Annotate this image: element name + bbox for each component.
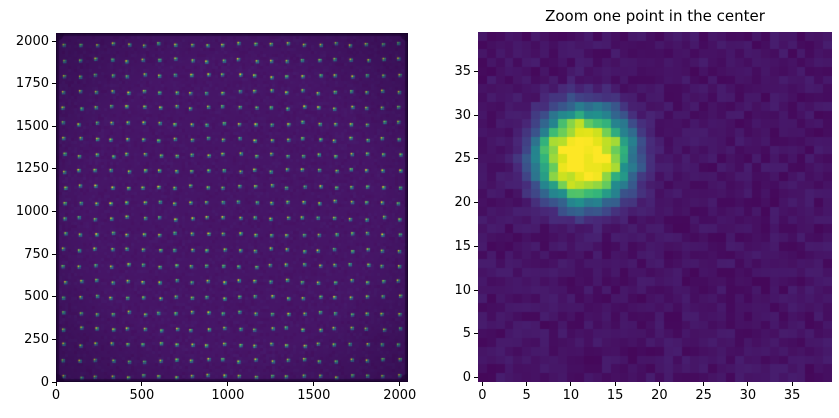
left-plot-x-tick-mark [313,382,315,386]
right-plot-x-tick-label: 10 [562,388,580,403]
right-plot-x-tick-mark [703,382,705,386]
right-plot-x-tick-mark [791,382,793,386]
right-plot-y-tick-mark [474,114,478,116]
right-plot-y-tick-label: 0 [462,370,471,386]
left-plot-y-tick-mark [52,211,56,213]
right-plot-x-tick-label: 20 [651,388,668,403]
left-plot-y-tick-label: 250 [24,331,49,347]
right-plot-y-tick-mark [474,333,478,335]
right-plot-x-tick-mark [658,382,660,386]
left-plot-y-tick-label: 0 [40,374,49,390]
left-plot-y-tick-label: 1250 [15,161,49,177]
left-plot-y-tick-label: 750 [24,246,49,262]
zoom-image-axes [478,32,832,382]
left-plot-y-tick-label: 1500 [15,118,49,134]
right-plot-y-tick-label: 35 [454,63,471,79]
right-plot-y-tick-label: 20 [454,195,471,211]
right-plot-x-tick-mark [526,382,528,386]
left-plot-x-tick-label: 1500 [297,388,331,403]
right-plot-y-tick-label: 30 [454,107,471,123]
left-plot-x-tick-mark [55,382,57,386]
left-plot-y-tick-mark [52,168,56,170]
left-plot-y-tick-mark [52,83,56,85]
left-plot-x-tick-label: 500 [129,388,155,403]
left-plot-y-tick-label: 1750 [15,76,49,92]
left-plot-x-tick-mark [399,382,401,386]
full-image-heatmap [56,33,408,382]
zoom-plot-title: Zoom one point in the center [545,7,765,25]
left-plot-y-tick-label: 500 [24,289,49,305]
left-plot-y-tick-mark [52,125,56,127]
left-plot-x-tick-label: 1000 [211,388,245,403]
left-plot-x-tick-label: 0 [51,388,61,403]
left-plot-y-tick-mark [52,40,56,42]
right-plot-x-tick-label: 0 [478,388,487,403]
left-plot-x-tick-mark [227,382,229,386]
right-plot-y-tick-label: 25 [454,151,471,167]
right-plot-x-tick-label: 30 [739,388,757,403]
right-plot-y-tick-mark [474,158,478,160]
right-plot-y-tick-label: 5 [462,326,471,342]
right-plot-x-tick-mark [481,382,483,386]
right-plot-y-tick-label: 10 [454,282,471,298]
left-plot-y-tick-mark [52,296,56,298]
full-image-axes [56,33,408,382]
right-plot-x-tick-label: 15 [606,388,624,403]
right-plot-y-tick-mark [474,289,478,291]
left-plot-y-tick-mark [52,338,56,340]
right-plot-y-tick-mark [474,70,478,72]
right-plot-x-tick-mark [570,382,572,386]
left-plot-y-tick-label: 2000 [15,33,49,49]
right-plot-y-tick-label: 15 [454,238,471,254]
right-plot-y-tick-mark [474,245,478,247]
right-plot-x-tick-label: 35 [783,388,801,403]
right-plot-y-tick-mark [474,202,478,204]
right-plot-y-tick-mark [474,377,478,379]
right-plot-x-tick-label: 5 [522,388,531,403]
right-plot-x-tick-mark [614,382,616,386]
left-plot-y-tick-mark [52,253,56,255]
right-plot-x-tick-mark [747,382,749,386]
left-plot-x-tick-label: 2000 [383,388,417,403]
left-plot-y-tick-mark [52,381,56,383]
left-plot-x-tick-mark [141,382,143,386]
right-plot-x-tick-label: 25 [695,388,712,403]
zoom-image-heatmap [478,32,832,382]
left-plot-y-tick-label: 1000 [15,204,49,220]
